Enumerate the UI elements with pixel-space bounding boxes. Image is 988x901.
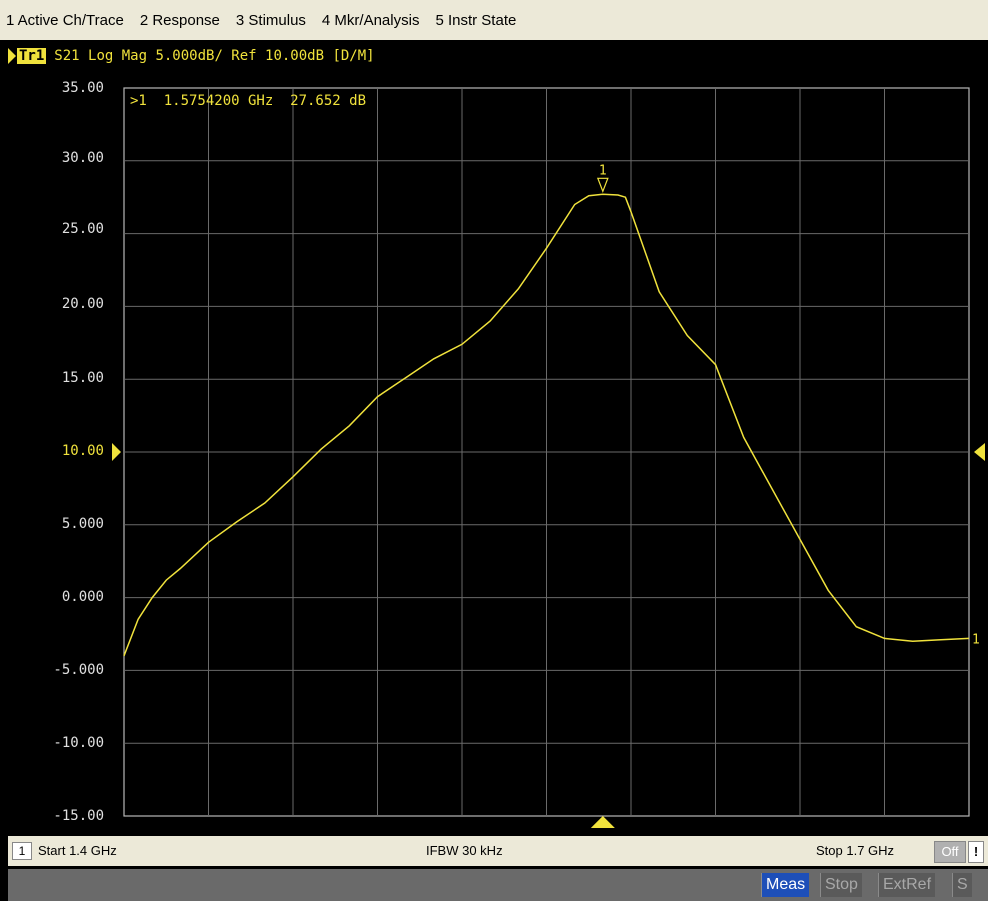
- y-tick-label: -10.00: [53, 735, 104, 751]
- y-tick-label: 5.000: [61, 516, 104, 532]
- trace-badge[interactable]: Tr1: [17, 48, 47, 64]
- trace-header: Tr1 S21 Log Mag 5.000dB/ Ref 10.00dB [D/…: [8, 44, 375, 68]
- marker-readout: >1 1.5754200 GHz 27.652 dB: [130, 93, 366, 109]
- start-frequency[interactable]: Start 1.4 GHz: [38, 843, 117, 858]
- status-meas[interactable]: Meas: [761, 873, 810, 897]
- menu-response[interactable]: 2 Response: [139, 11, 220, 29]
- ref-level-right-arrow-icon[interactable]: [974, 443, 985, 461]
- y-tick-label: 25.00: [61, 221, 104, 237]
- status-stop[interactable]: Stop: [820, 873, 862, 897]
- off-button[interactable]: Off: [934, 841, 966, 863]
- menu-stimulus[interactable]: 3 Stimulus: [235, 11, 306, 29]
- stop-frequency[interactable]: Stop 1.7 GHz: [816, 843, 895, 858]
- channel-status-bar: 1 Start 1.4 GHz IFBW 30 kHz Stop 1.7 GHz…: [8, 836, 988, 866]
- y-tick-label: -15.00: [53, 808, 104, 824]
- active-trace-arrow-icon: [8, 48, 16, 64]
- marker-down-triangle-icon: [596, 177, 609, 193]
- menu-instr-state[interactable]: 5 Instr State: [435, 11, 517, 29]
- trace-info: S21 Log Mag 5.000dB/ Ref 10.00dB [D/M]: [54, 48, 375, 64]
- trace-end-label: 1: [972, 632, 980, 647]
- marker-1-label: 1: [599, 163, 607, 178]
- ifbw-value[interactable]: IFBW 30 kHz: [426, 843, 503, 858]
- status-s[interactable]: S: [952, 873, 972, 897]
- y-tick-label: 20.00: [61, 296, 104, 312]
- y-tick-label: 35.00: [61, 80, 104, 96]
- y-tick-label-ref: 10.00: [61, 443, 104, 459]
- marker-1[interactable]: 1: [596, 163, 609, 193]
- y-tick-label: 15.00: [61, 370, 104, 386]
- channel-number[interactable]: 1: [12, 842, 32, 860]
- instrument-status-bar: Meas Stop ExtRef S: [8, 869, 988, 901]
- status-extref[interactable]: ExtRef: [878, 873, 936, 897]
- warning-indicator[interactable]: !: [968, 841, 984, 863]
- grid: [123, 87, 970, 817]
- ref-level-left-arrow-icon[interactable]: [112, 443, 121, 461]
- y-tick-label: -5.000: [53, 662, 104, 678]
- stimulus-position-arrow-icon: [590, 816, 615, 828]
- y-tick-label: 0.000: [61, 589, 104, 605]
- menu-bar: 1 Active Ch/Trace 2 Response 3 Stimulus …: [0, 0, 988, 40]
- y-tick-label: 30.00: [61, 150, 104, 166]
- s21-trace-line: [123, 193, 970, 657]
- menu-active-ch-trace[interactable]: 1 Active Ch/Trace: [6, 11, 124, 29]
- measurement-screen: [8, 42, 988, 833]
- menu-mkr-analysis[interactable]: 4 Mkr/Analysis: [321, 11, 420, 29]
